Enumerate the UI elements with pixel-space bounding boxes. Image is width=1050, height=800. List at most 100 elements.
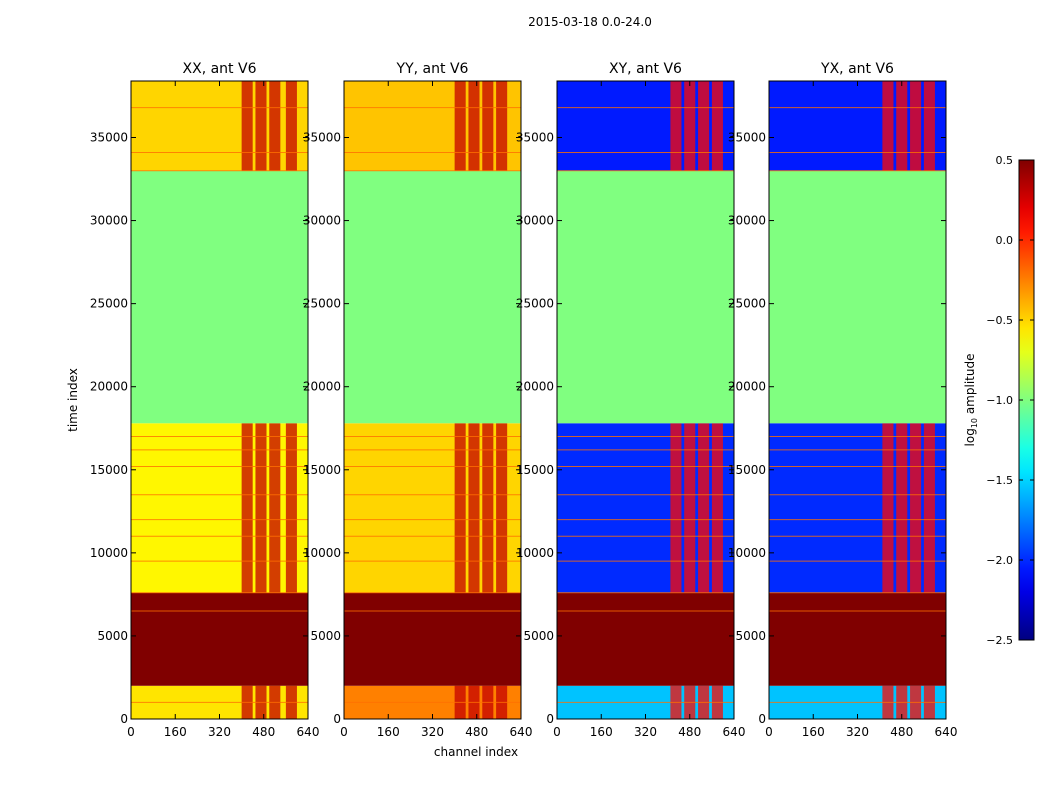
panel-title: XX, ant V6 — [183, 61, 257, 77]
y-tick-label: 35000 — [90, 130, 128, 144]
heatmap-hot-channel — [670, 423, 682, 593]
y-tick-label: 5000 — [310, 629, 341, 643]
heatmap-hot-channel — [255, 81, 267, 171]
heatmap-band — [131, 170, 308, 424]
heatmap-hot-channel — [255, 423, 267, 593]
colorbar-tick-label: 0.0 — [996, 234, 1014, 247]
heatmap-hot-channel — [684, 423, 696, 593]
panel-2: YY, ant V6 0 160 320 480 640 0 5000 10000 15000 20… — [303, 61, 533, 739]
heatmap-hot-channel — [711, 81, 723, 171]
panel-title: XY, ant V6 — [609, 61, 682, 77]
colorbar-tick-label: −2.5 — [986, 634, 1013, 647]
heatmap-hot-channel — [882, 423, 894, 593]
heatmap-band — [344, 170, 521, 424]
heatmap-hot-channel — [454, 423, 466, 593]
heatmap-hot-channel — [285, 81, 297, 171]
y-tick-label: 0 — [546, 712, 554, 726]
heatmap-hot-channel — [496, 81, 508, 171]
y-tick-label: 25000 — [303, 297, 341, 311]
y-tick-label: 35000 — [303, 130, 341, 144]
colorbar: 0.5 0.0 −0.5 −1.0 −1.5 −2.0 −2.5 log10 amplitu… — [963, 154, 1035, 647]
x-tick-label: 160 — [590, 725, 613, 739]
y-axis-label: time index — [66, 368, 80, 432]
y-tick-label: 15000 — [303, 463, 341, 477]
x-tick-label: 320 — [421, 725, 444, 739]
y-tick-label: 5000 — [523, 629, 554, 643]
y-tick-label: 5000 — [735, 629, 766, 643]
heatmap-band — [769, 592, 946, 686]
heatmap-hot-channel — [698, 423, 710, 593]
x-tick-label: 640 — [510, 725, 533, 739]
colorbar-tick-label: −2.0 — [986, 554, 1013, 567]
heatmap-hot-channel — [241, 81, 253, 171]
heatmap-band — [131, 81, 308, 171]
heatmap-hot-channel — [882, 81, 894, 171]
heatmap-band — [131, 592, 308, 686]
y-tick-label: 10000 — [90, 546, 128, 560]
x-tick-label: 640 — [935, 725, 958, 739]
colorbar-tick-label: −1.0 — [986, 394, 1013, 407]
colorbar-tick-label: −1.5 — [986, 474, 1013, 487]
heatmap-band — [557, 170, 734, 424]
panel-4: YX, ant V6 0 160 320 480 640 0 5000 10000 15000 20… — [728, 61, 958, 739]
x-tick-label: 640 — [297, 725, 320, 739]
heatmap-hot-channel — [269, 423, 281, 593]
heatmap-hot-channel — [910, 81, 922, 171]
y-tick-label: 15000 — [728, 463, 766, 477]
heatmap-hot-channel — [468, 81, 480, 171]
x-tick-label: 320 — [208, 725, 231, 739]
y-tick-label: 10000 — [728, 546, 766, 560]
heatmap-hot-channel — [285, 423, 297, 593]
x-tick-label: 480 — [465, 725, 488, 739]
y-tick-label: 30000 — [90, 214, 128, 228]
y-tick-label: 30000 — [728, 214, 766, 228]
colorbar-label-rest: amplitude — [963, 354, 977, 418]
x-tick-label: 160 — [377, 725, 400, 739]
y-tick-label: 20000 — [90, 380, 128, 394]
x-tick-label: 0 — [127, 725, 135, 739]
panel-1: XX, ant V6 0 160 320 480 640 0 5000 10000 15000 20… — [90, 61, 320, 739]
colorbar-label: log10 amplitude — [963, 354, 979, 447]
heatmap-hot-channel — [698, 81, 710, 171]
heatmap-hot-channel — [482, 81, 494, 171]
y-tick-label: 20000 — [728, 380, 766, 394]
heatmap-band — [344, 592, 521, 686]
heatmap-hot-channel — [482, 423, 494, 593]
heatmap-hot-channel — [454, 81, 466, 171]
heatmap-band — [769, 170, 946, 424]
heatmap-hot-channel — [896, 423, 908, 593]
x-tick-label: 480 — [678, 725, 701, 739]
y-tick-label: 15000 — [516, 463, 554, 477]
y-tick-label: 0 — [333, 712, 341, 726]
x-tick-label: 480 — [252, 725, 275, 739]
x-tick-label: 0 — [553, 725, 561, 739]
heatmap-hot-channel — [241, 423, 253, 593]
colorbar-tick-label: −0.5 — [986, 314, 1013, 327]
y-tick-label: 15000 — [90, 463, 128, 477]
y-tick-label: 30000 — [516, 214, 554, 228]
heatmap-band — [344, 81, 521, 171]
x-axis-label: channel index — [434, 745, 518, 759]
heatmap-band — [344, 423, 521, 593]
colorbar-label-base: log — [963, 428, 977, 446]
x-tick-label: 160 — [802, 725, 825, 739]
y-tick-label: 10000 — [303, 546, 341, 560]
heatmap-hot-channel — [670, 81, 682, 171]
x-tick-label: 160 — [164, 725, 187, 739]
y-tick-label: 25000 — [728, 297, 766, 311]
colorbar-tick-label: 0.5 — [996, 154, 1014, 167]
figure-title: 2015-03-18 0.0-24.0 — [528, 15, 652, 29]
y-tick-label: 0 — [758, 712, 766, 726]
x-tick-label: 0 — [340, 725, 348, 739]
y-tick-label: 5000 — [97, 629, 128, 643]
y-tick-label: 35000 — [728, 130, 766, 144]
heatmap-hot-channel — [711, 423, 723, 593]
colorbar-label-subscript: 10 — [970, 418, 979, 428]
y-tick-label: 10000 — [516, 546, 554, 560]
y-tick-label: 20000 — [516, 380, 554, 394]
y-tick-label: 20000 — [303, 380, 341, 394]
x-tick-label: 320 — [634, 725, 657, 739]
heatmap-hot-channel — [923, 81, 935, 171]
heatmap-band — [131, 423, 308, 593]
